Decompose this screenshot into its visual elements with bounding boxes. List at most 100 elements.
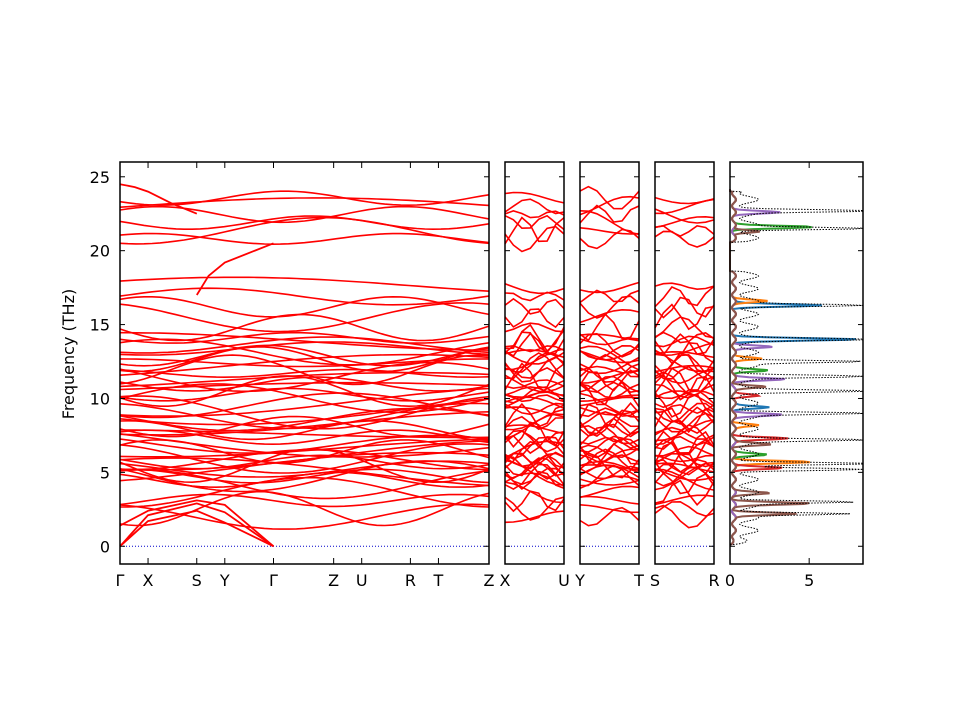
band-mid-crossing: [196, 242, 274, 296]
band-line: [504, 350, 565, 365]
band-line: [654, 196, 715, 205]
band-line: [654, 441, 715, 470]
x-tick-label: S: [192, 571, 202, 590]
band-line: [504, 282, 565, 295]
band-line: [579, 185, 640, 210]
band-line: [119, 190, 490, 207]
band-line: [654, 435, 715, 446]
band-line: [654, 412, 715, 433]
band-line: [654, 472, 715, 495]
band-line: [119, 433, 490, 458]
band-line: [579, 289, 640, 304]
band-line: [119, 276, 490, 292]
band-line: [119, 313, 490, 342]
dos-partial-line: [729, 189, 810, 546]
band-line: [654, 462, 715, 476]
y-tick-label: 5: [100, 463, 110, 482]
x-tick-label: Y: [219, 571, 230, 590]
band-line: [504, 510, 565, 524]
band-line: [579, 353, 640, 378]
band-line: [119, 460, 490, 478]
band-line: [504, 379, 565, 399]
band-line: [654, 454, 715, 463]
dos-x-tick-label: 0: [725, 571, 735, 590]
band-line: [579, 478, 640, 486]
y-tick-label: 25: [90, 168, 110, 187]
band-line: [504, 216, 565, 245]
band-line: [654, 462, 715, 473]
band-line: [654, 331, 715, 344]
band-line: [579, 369, 640, 384]
band-line: [579, 454, 640, 463]
band-line: [654, 458, 715, 473]
band-line: [654, 208, 715, 224]
band-line: [504, 459, 565, 486]
band-line: [504, 322, 565, 333]
x-tick-label: U: [356, 571, 368, 590]
band-line: [504, 297, 565, 315]
band-line: [579, 350, 640, 364]
band-line: [504, 429, 565, 453]
band-line: [504, 332, 565, 357]
band-line: [579, 465, 640, 480]
panel-frame: [579, 161, 640, 565]
band-line: [119, 302, 490, 333]
band-line: [579, 227, 640, 235]
band-line: [504, 198, 565, 215]
band-line: [504, 415, 564, 431]
x-tick-label: X: [143, 571, 154, 590]
band-line: [579, 363, 640, 383]
band-line: [579, 444, 640, 459]
y-tick-label: 0: [100, 537, 110, 556]
axis-ticks: [119, 162, 863, 564]
band-line: [654, 479, 715, 507]
band-line: [579, 437, 640, 459]
band-line: [504, 374, 565, 393]
y-tick-label: 15: [90, 316, 110, 335]
band-line: [119, 493, 490, 508]
band-line: [504, 362, 565, 391]
band-line: [579, 228, 640, 250]
band-line: [504, 386, 565, 396]
band-line: [654, 224, 715, 237]
band-line: [504, 481, 565, 504]
band-line: [119, 368, 490, 379]
band-line: [579, 442, 640, 468]
band-line: [504, 406, 565, 418]
band-line: [654, 406, 715, 425]
x-tick-label: X: [500, 571, 511, 590]
band-line: [654, 494, 715, 506]
band-line: [654, 500, 715, 517]
x-tick-label: R: [405, 571, 416, 590]
band-line: [504, 323, 565, 353]
band-line: [504, 490, 565, 513]
band-line: [504, 214, 565, 231]
band-line: [119, 354, 490, 386]
x-tick-label: U: [558, 571, 570, 590]
panel-frame: [119, 161, 490, 565]
band-line: [579, 417, 640, 436]
x-tick-label: Γ: [116, 571, 125, 590]
band-line: [654, 316, 715, 339]
band-top-1: [119, 183, 198, 215]
band-line: [654, 389, 715, 400]
dos-panel-frame: [729, 161, 864, 565]
y-axis-label: Frequency (THz): [59, 289, 78, 419]
x-tick-label: T: [433, 571, 444, 590]
panel-frame: [504, 161, 565, 565]
band-line: [579, 506, 640, 527]
band-line: [580, 464, 640, 487]
band-line: [119, 344, 490, 367]
band-line: [119, 381, 490, 391]
band-line: [654, 402, 715, 423]
band-line: [504, 385, 565, 404]
band-line: [654, 403, 715, 415]
band-line: [504, 191, 565, 204]
band-line: [504, 348, 565, 371]
band-line: [579, 409, 640, 438]
band-line: [504, 434, 565, 455]
band-line: [579, 504, 640, 514]
band-line: [654, 341, 715, 357]
